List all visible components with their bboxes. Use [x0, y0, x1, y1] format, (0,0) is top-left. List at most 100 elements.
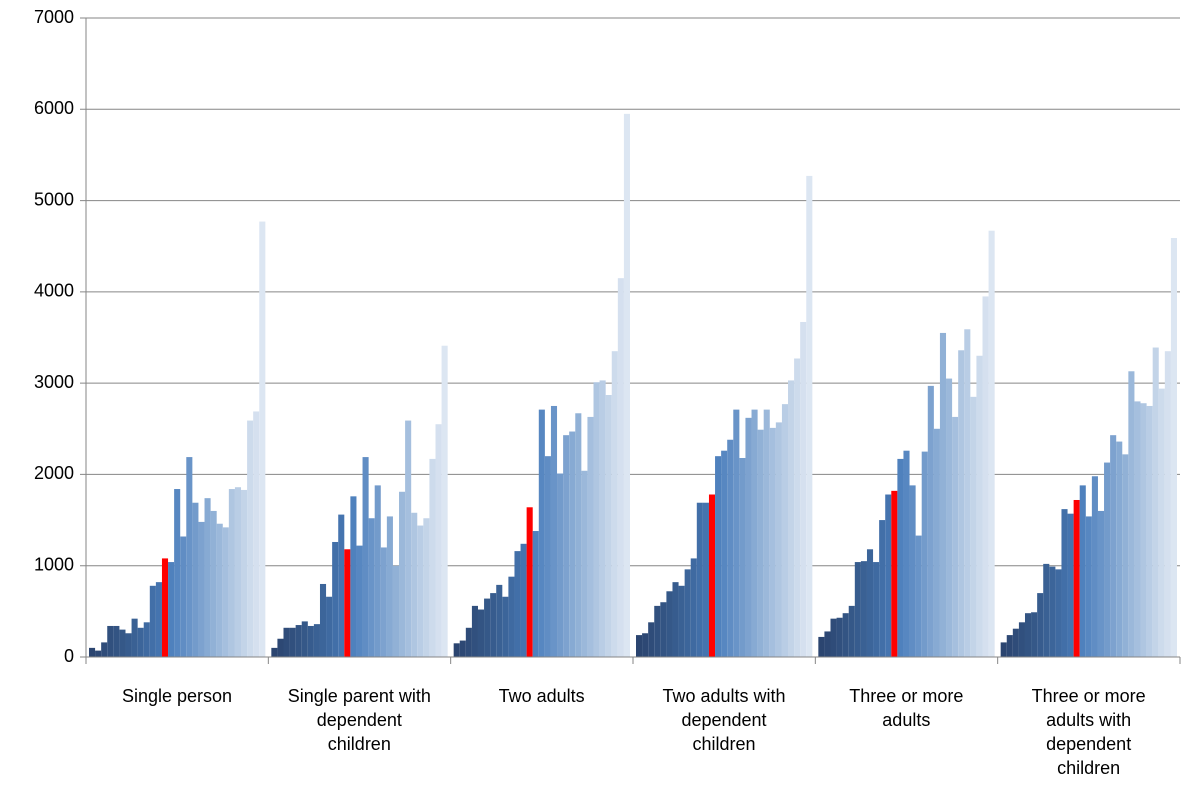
- bar: [496, 584, 503, 657]
- bar: [988, 230, 995, 657]
- bar: [338, 514, 345, 657]
- bar: [1104, 462, 1111, 657]
- bar: [824, 631, 831, 657]
- bar: [1055, 569, 1062, 657]
- bar: [107, 625, 114, 657]
- bar: [654, 605, 661, 657]
- bar: [636, 635, 643, 657]
- bar: [666, 591, 673, 657]
- y-tick-label: 1000: [34, 554, 74, 574]
- bar: [210, 510, 217, 657]
- bar: [873, 562, 880, 657]
- bar: [1085, 516, 1092, 657]
- bar: [563, 435, 570, 657]
- bar: [1170, 237, 1177, 657]
- bar: [1116, 441, 1123, 657]
- bar: [435, 424, 442, 657]
- bar: [155, 582, 162, 657]
- bar: [727, 439, 734, 657]
- bar: [788, 380, 795, 657]
- bar: [1018, 622, 1025, 657]
- bar: [939, 332, 947, 657]
- bar: [204, 498, 211, 657]
- bar: [1097, 510, 1105, 657]
- bar: [946, 378, 953, 657]
- bar: [818, 636, 825, 657]
- bar: [739, 457, 746, 657]
- bar: [417, 525, 424, 657]
- bar: [538, 409, 545, 657]
- bar: [405, 420, 412, 657]
- bar: [386, 516, 393, 657]
- bar: [745, 417, 752, 657]
- bar: [1152, 347, 1159, 657]
- bar: [131, 618, 138, 657]
- bar: [1134, 401, 1141, 657]
- bar: [702, 502, 709, 657]
- bar: [800, 321, 807, 657]
- bar: [399, 491, 406, 657]
- bar: [1000, 642, 1007, 657]
- bar: [958, 350, 965, 657]
- bar: [253, 411, 260, 657]
- bar: [514, 551, 521, 657]
- bar: [186, 457, 193, 657]
- bar: [1012, 628, 1019, 657]
- y-tick-label: 4000: [34, 281, 74, 301]
- bar: [95, 650, 102, 657]
- bar: [247, 420, 254, 657]
- bar: [1049, 566, 1056, 657]
- bar: [915, 535, 922, 657]
- bar: [1158, 388, 1165, 657]
- bar: [113, 625, 120, 657]
- bar: [1122, 454, 1129, 657]
- y-tick-label: 7000: [34, 7, 74, 27]
- bar: [769, 427, 776, 657]
- bar: [715, 456, 722, 657]
- bar: [301, 621, 308, 657]
- bar: [794, 358, 801, 657]
- bar: [970, 396, 977, 657]
- bar: [557, 473, 564, 657]
- bar: [690, 558, 697, 657]
- bar: [763, 409, 770, 657]
- bar: [1006, 635, 1013, 657]
- y-tick-label: 3000: [34, 372, 74, 392]
- bar: [757, 429, 764, 657]
- bar: [678, 585, 685, 657]
- bar: [295, 625, 302, 657]
- bar: [848, 605, 855, 657]
- bar: [332, 541, 339, 657]
- bar: [1140, 403, 1147, 657]
- bar: [775, 422, 782, 657]
- bar: [581, 470, 588, 657]
- y-tick-label: 6000: [34, 98, 74, 118]
- x-tick-label: Two adults with dependent children: [662, 686, 786, 754]
- bar: [1073, 499, 1080, 657]
- bar: [1024, 613, 1032, 657]
- bar: [593, 382, 600, 657]
- bar: [508, 576, 515, 657]
- bar: [484, 598, 491, 657]
- y-tick-label: 5000: [34, 189, 74, 209]
- bar: [1031, 612, 1038, 657]
- bar: [453, 643, 460, 657]
- bar: [125, 633, 132, 657]
- bar: [307, 625, 314, 657]
- bar: [441, 345, 448, 657]
- bar: [526, 507, 533, 657]
- bar: [830, 618, 837, 657]
- bar: [490, 593, 497, 657]
- bar: [222, 527, 229, 657]
- bar: [544, 456, 551, 657]
- bar: [708, 494, 716, 657]
- bar: [1128, 371, 1135, 657]
- bar: [259, 221, 266, 657]
- bar: [532, 531, 539, 657]
- bar: [672, 582, 679, 657]
- bar: [423, 518, 430, 657]
- bar: [623, 113, 630, 658]
- bar: [964, 329, 971, 657]
